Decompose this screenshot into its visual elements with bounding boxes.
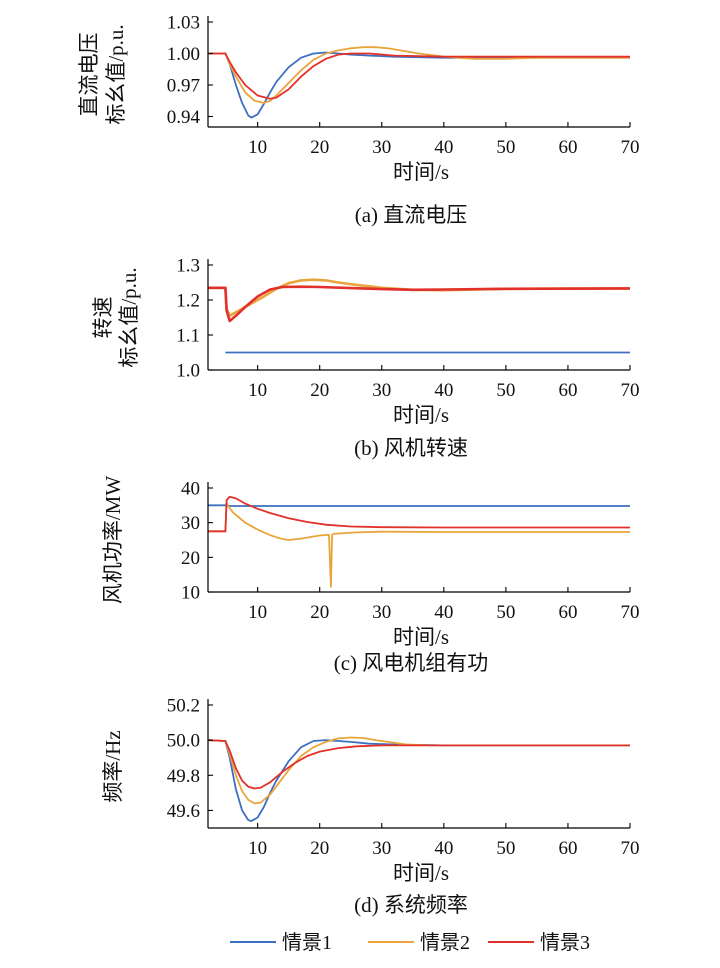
x-axis-label: 时间/s [393,625,449,649]
chart-panel: 49.6 49.8 50.0 50.2 10 20 30 40 50 60 70 时间/s 频率/Hz (… [101,696,640,918]
x-tick-label: 10 [248,838,267,859]
x-axis-label: 时间/s [393,403,449,427]
x-tick-label: 50 [496,602,515,623]
x-tick-label: 10 [248,137,267,158]
y-tick-label: 1.2 [176,291,200,312]
panel-caption: (d) 系统频率 [354,893,468,917]
x-tick-label: 60 [558,838,577,859]
y-tick-label: 30 [181,513,200,534]
y-axis-label: 标幺值/p.u. [117,267,141,367]
x-tick-label: 30 [372,137,391,158]
y-tick-label: 1.03 [167,13,200,34]
y-tick-label: 0.97 [167,76,200,97]
y-tick-label: 50.2 [167,696,200,717]
y-axis-label: 转速 [91,297,115,339]
x-tick-label: 10 [248,380,267,401]
x-tick-label: 40 [434,838,453,859]
y-tick-label: 1.00 [167,44,200,65]
series-line [207,739,630,790]
y-tick-label: 10 [181,583,200,604]
x-tick-label: 70 [621,137,640,158]
x-tick-label: 20 [310,137,329,158]
x-tick-label: 40 [434,137,453,158]
legend-label: 情景1 [282,931,332,954]
series-line [208,52,630,100]
y-axis-label: 直流电压 [77,33,101,117]
x-tick-label: 70 [621,380,640,401]
panel-caption: (c) 风电机组有功 [334,651,489,675]
x-tick-label: 50 [496,137,515,158]
x-tick-label: 40 [434,380,453,401]
chart-panel: 10 20 30 40 10 20 30 40 50 60 70 时间/s 风机功率/MW (c) 风电机… [101,476,640,675]
y-axis-label: 频率/Hz [101,730,125,802]
panel-caption: (b) 风机转速 [354,436,468,460]
x-tick-label: 70 [621,838,640,859]
series-line [207,739,630,822]
x-tick-label: 60 [558,602,577,623]
x-axis-label: 时间/s [393,861,449,885]
legend: 情景1 情景2 情景3 [230,931,590,954]
x-tick-label: 20 [310,380,329,401]
x-tick-label: 50 [496,380,515,401]
y-tick-label: 49.8 [167,766,200,787]
x-tick-label: 20 [310,838,329,859]
x-tick-label: 60 [558,137,577,158]
x-tick-label: 20 [310,602,329,623]
series-line [208,285,631,323]
chart-panel: 0.94 0.97 1.00 1.03 10 20 30 40 50 60 70 时间/s 直流电压 标幺… [77,13,640,228]
y-tick-label: 1.3 [176,256,200,277]
chart-panel: 1.0 1.1 1.2 1.3 10 20 30 40 50 60 70 时间/s 转速 标幺值/p.u.… [91,256,640,461]
series-line [207,736,630,805]
x-tick-label: 60 [558,380,577,401]
y-tick-label: 1.0 [176,361,200,382]
y-tick-label: 20 [181,548,200,569]
y-tick-label: 1.1 [176,326,200,347]
legend-label: 情景2 [420,931,470,954]
series-line [208,504,630,507]
x-tick-label: 10 [248,602,267,623]
y-tick-label: 40 [181,479,200,500]
legend-label: 情景3 [540,931,590,954]
x-tick-label: 70 [621,602,640,623]
x-tick-label: 40 [434,602,453,623]
y-tick-label: 50.0 [167,731,200,752]
series-line [208,502,630,588]
y-axis-label: 风机功率/MW [101,476,125,605]
y-tick-label: 49.6 [167,801,200,822]
series-line [208,278,631,318]
x-axis-label: 时间/s [393,160,449,184]
x-tick-label: 30 [372,380,391,401]
y-tick-label: 0.94 [167,107,201,128]
x-tick-label: 30 [372,602,391,623]
x-tick-label: 50 [496,838,515,859]
panel-caption: (a) 直流电压 [355,203,468,227]
x-tick-label: 30 [372,838,391,859]
series-line [208,495,630,533]
series-line [208,51,630,119]
y-axis-label: 标幺值/p.u. [104,24,128,124]
